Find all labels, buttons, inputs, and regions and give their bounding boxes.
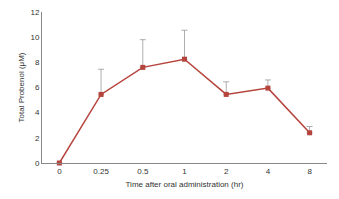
svg-text:1: 1 (182, 167, 187, 176)
svg-text:0.5: 0.5 (137, 167, 149, 176)
svg-text:Time after oral administration: Time after oral administration (hr) (126, 180, 244, 189)
svg-text:8: 8 (35, 58, 40, 67)
svg-text:0: 0 (57, 167, 62, 176)
svg-text:0.25: 0.25 (93, 167, 109, 176)
svg-text:2: 2 (35, 134, 40, 143)
svg-text:4: 4 (266, 167, 271, 176)
svg-text:10: 10 (30, 33, 39, 42)
svg-text:Total Probenol (μM): Total Probenol (μM) (17, 52, 26, 122)
svg-text:2: 2 (224, 167, 229, 176)
svg-text:12: 12 (30, 8, 39, 17)
svg-text:0: 0 (35, 159, 40, 168)
svg-text:4: 4 (35, 108, 40, 117)
svg-text:8: 8 (307, 167, 312, 176)
svg-text:6: 6 (35, 83, 40, 92)
